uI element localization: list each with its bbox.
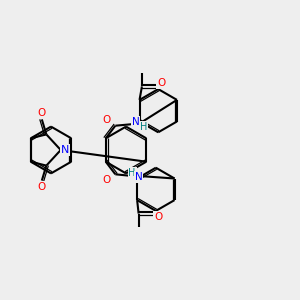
Text: N: N: [61, 145, 69, 155]
Text: O: O: [37, 182, 45, 192]
Text: O: O: [37, 108, 45, 118]
Text: N: N: [132, 117, 139, 127]
Text: N: N: [135, 172, 142, 182]
Text: H: H: [140, 122, 147, 132]
Text: H: H: [128, 168, 136, 178]
Text: O: O: [154, 212, 162, 222]
Text: O: O: [102, 175, 110, 185]
Text: O: O: [157, 78, 166, 88]
Text: O: O: [103, 115, 111, 125]
